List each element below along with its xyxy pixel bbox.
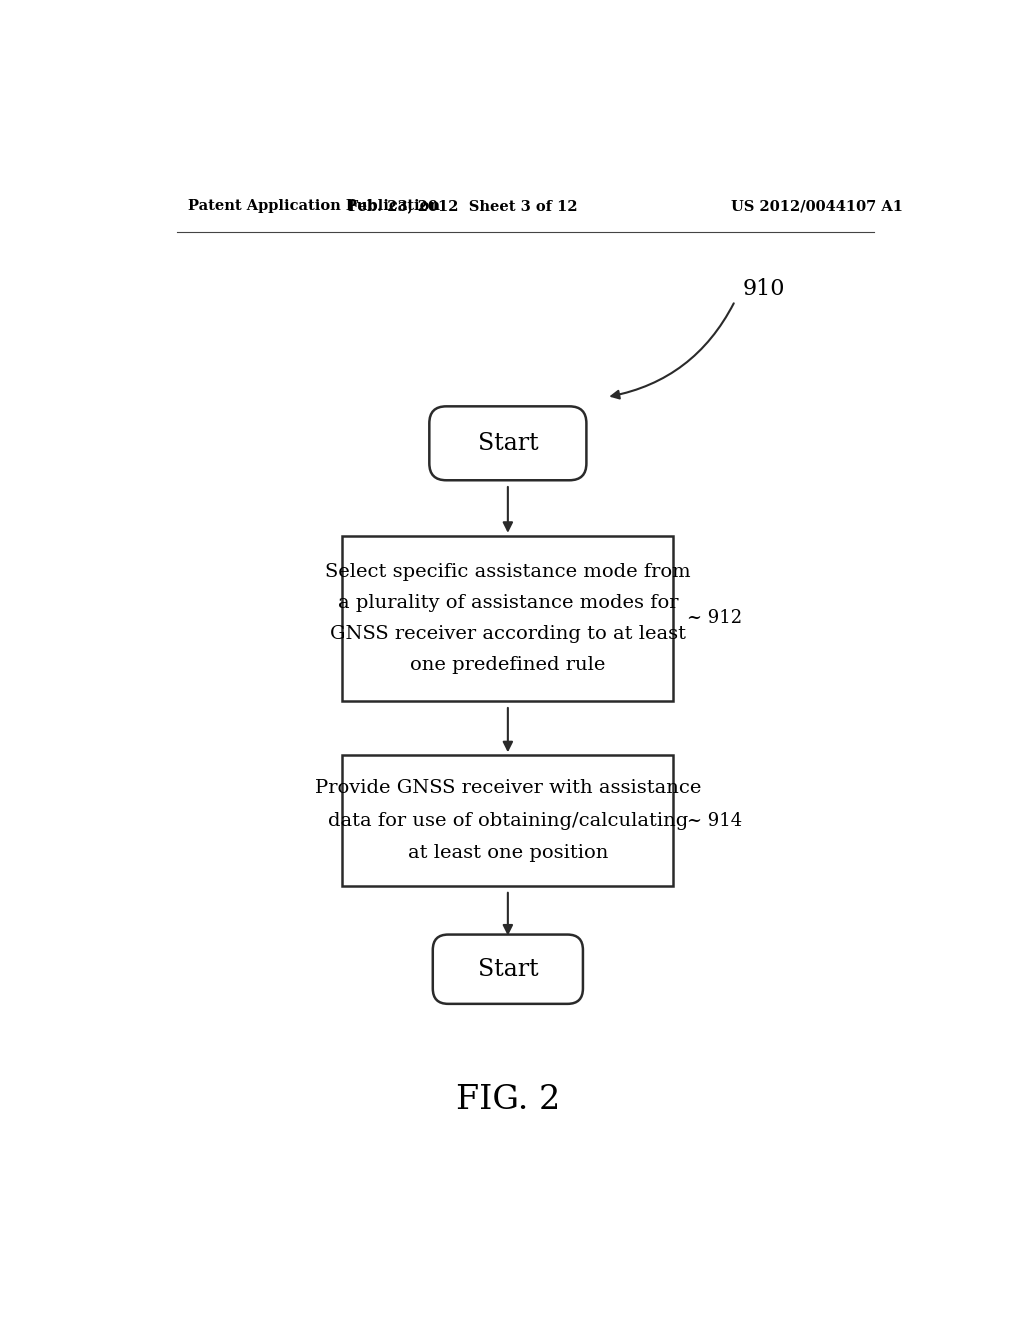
Text: a plurality of assistance modes for: a plurality of assistance modes for (338, 594, 678, 612)
Text: data for use of obtaining/calculating: data for use of obtaining/calculating (328, 812, 688, 829)
Text: US 2012/0044107 A1: US 2012/0044107 A1 (731, 199, 903, 213)
Text: ~ 914: ~ 914 (687, 812, 742, 829)
FancyBboxPatch shape (433, 935, 583, 1003)
FancyBboxPatch shape (429, 407, 587, 480)
Text: Select specific assistance mode from: Select specific assistance mode from (325, 564, 690, 581)
Text: at least one position: at least one position (408, 843, 608, 862)
Text: Feb. 23, 2012  Sheet 3 of 12: Feb. 23, 2012 Sheet 3 of 12 (348, 199, 578, 213)
Bar (342, 755, 674, 886)
Text: GNSS receiver according to at least: GNSS receiver according to at least (330, 624, 686, 643)
Text: Patent Application Publication: Patent Application Publication (188, 199, 440, 213)
Text: Start: Start (477, 958, 539, 981)
Text: 910: 910 (742, 279, 785, 301)
Text: Start: Start (477, 432, 539, 455)
Text: ~ 912: ~ 912 (687, 610, 742, 627)
Bar (342, 536, 674, 701)
Text: Provide GNSS receiver with assistance: Provide GNSS receiver with assistance (314, 779, 701, 797)
Text: one predefined rule: one predefined rule (411, 656, 605, 673)
Text: FIG. 2: FIG. 2 (456, 1084, 560, 1117)
